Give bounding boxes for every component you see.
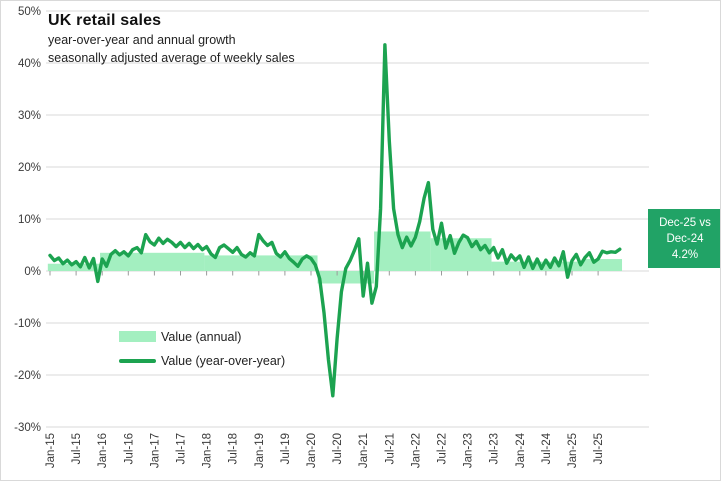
x-axis-tick-label: Jul-17: [176, 433, 188, 464]
x-axis-tick-label: Jan-22: [410, 433, 422, 468]
x-axis-tick-label: Jul-24: [541, 432, 553, 464]
x-axis-tick-label: Jul-20: [332, 433, 344, 464]
x-axis-tick-label: Jul-19: [280, 433, 292, 464]
annual-band-segment: [374, 231, 431, 271]
legend: Value (annual) Value (year-over-year): [119, 328, 285, 376]
annual-band-segment: [47, 263, 101, 271]
callout-line1: Dec-25 vs: [659, 216, 711, 229]
x-axis-tick-label: Jan-23: [463, 433, 475, 468]
x-axis-tick-label: Jul-15: [71, 433, 83, 464]
chart-subtitle-line1: year-over-year and annual growth: [48, 33, 236, 47]
legend-item-annual: Value (annual): [119, 328, 285, 345]
y-axis-tick-label: -30%: [14, 422, 41, 434]
x-axis-tick-label: Jan-17: [149, 433, 161, 468]
yoy-line-swatch-icon: [119, 358, 156, 363]
annual-band-segment: [491, 261, 583, 271]
y-axis-tick-label: 40%: [18, 58, 41, 70]
chart-title: UK retail sales: [48, 12, 162, 29]
x-axis-tick-label: Jan-21: [358, 433, 370, 468]
yoy-line: [48, 43, 622, 398]
x-axis-tick-label: Jul-21: [384, 433, 396, 464]
y-axis-tick-label: 10%: [18, 214, 41, 226]
y-axis-tick-label: 0%: [24, 266, 41, 278]
x-axis-tick-label: Jan-16: [97, 433, 109, 468]
x-axis-tick-label: Jul-18: [228, 433, 240, 464]
callout-line2: Dec-24: [666, 232, 704, 245]
x-axis-tick-label: Jan-24: [515, 432, 527, 468]
latest-value-callout: Dec-25 vs Dec-24 4.2%: [648, 209, 720, 268]
callout-value: 4.2%: [671, 248, 699, 261]
annual-band-segment: [100, 252, 205, 271]
annual-band-segment: [430, 238, 492, 271]
x-axis-tick-label: Jan-20: [306, 433, 318, 468]
y-axis-tick-label: -10%: [14, 318, 41, 330]
x-axis-tick-label: Jul-22: [437, 433, 449, 464]
annual-area-swatch-icon: [119, 331, 156, 342]
x-axis-tick-label: Jan-25: [567, 433, 579, 468]
chart-subtitle-line2: seasonally adjusted average of weekly sa…: [48, 51, 295, 65]
legend-annual-label: Value (annual): [161, 329, 242, 344]
annual-band-segment: [582, 259, 623, 271]
chart-title-block: UK retail sales year-over-year and annua…: [48, 11, 295, 67]
x-axis-tick-label: Jan-15: [45, 433, 57, 468]
x-axis-tick-label: Jul-16: [123, 433, 135, 464]
x-axis-tick-label: Jul-25: [593, 433, 605, 464]
y-axis-tick-label: 50%: [18, 6, 41, 18]
y-axis-tick-label: -20%: [14, 370, 41, 382]
x-axis-tick-label: Jan-18: [202, 433, 214, 468]
x-axis-tick-label: Jul-23: [489, 433, 501, 464]
legend-item-yoy: Value (year-over-year): [119, 352, 285, 369]
y-axis-tick-label: 20%: [18, 162, 41, 174]
x-axis-tick-label: Jan-19: [254, 433, 266, 468]
y-axis-tick-label: 30%: [18, 110, 41, 122]
legend-yoy-label: Value (year-over-year): [161, 353, 286, 368]
